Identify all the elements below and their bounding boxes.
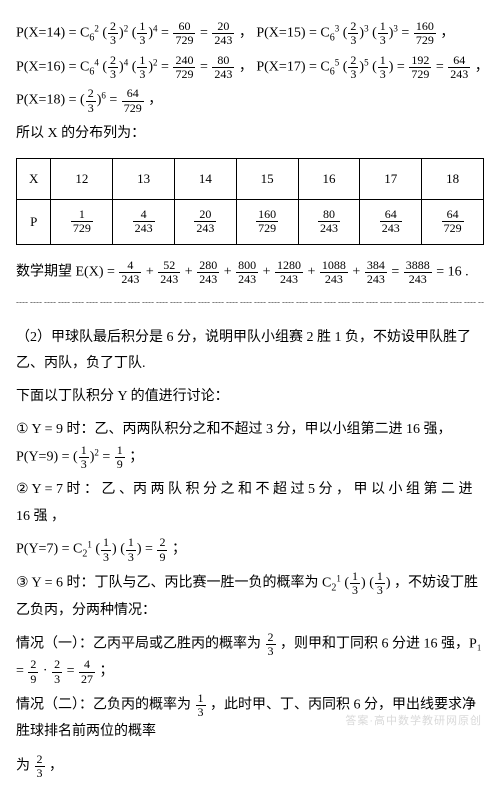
table-row-p: P 1729 4243 20243 160729 80243 64243 647… [17, 200, 484, 244]
distribution-table: X121314 15161718 P 1729 4243 20243 16072… [16, 158, 484, 245]
prob-eq-x18: P(X=18) = (23)6 = 64729 ， [16, 87, 484, 115]
case-y9: ① Y = 9 时：乙、丙两队积分之和不超过 3 分，甲以小组第二进 16 强，… [16, 417, 484, 472]
case-y6: ③ Y = 6 时：丁队与乙、丙比赛一胜一负的概率为 C21 (13) (13)… [16, 570, 484, 625]
case-y7-a: ② Y = 7 时 ： 乙 、丙 两 队 积 分 之 和 不 超 过 5 分 ，… [16, 477, 484, 530]
situation-2-cont: 为 23 ， [16, 753, 484, 781]
case-y7-b: P(Y=7) = C21 (13) (13) = 29 ； [16, 536, 484, 564]
situation-1: 情况（一）：乙丙平局或乙胜丙的概率为 23 ，则甲和丁同积 6 分进 16 强，… [16, 631, 484, 686]
distribution-intro: 所以 X 的分布列为： [16, 121, 484, 148]
part2-discuss: 下面以丁队积分 Y 的值进行讨论： [16, 384, 484, 411]
score-rule: ┈┈┈┈┈┈┈┈┈┈┈┈┈┈┈┈┈┈┈┈┈┈┈┈┈┈┈┈┈┈┈┈┈┈┈┈┈┈┈┈… [16, 292, 484, 315]
expectation-line: 数学期望 E(X) = 4243 + 52243 + 280243 + 8002… [16, 259, 484, 287]
prob-eq-x14-x15: P(X=14) = C62 (23)2 (13)4 = 60729 = 2024… [16, 20, 484, 48]
prob-eq-x16-x17: P(X=16) = C64 (23)4 (13)2 = 240729 = 802… [16, 54, 484, 82]
situation-2: 情况（二）：乙负丙的概率为 13 ，此时甲、丁、丙同积 6 分，甲出线要求净胜球… [16, 692, 484, 747]
part2-intro: （2）甲球队最后积分是 6 分，说明甲队小组赛 2 胜 1 负，不妨设甲队胜了乙… [16, 325, 484, 378]
table-row-x: X121314 15161718 [17, 158, 484, 200]
